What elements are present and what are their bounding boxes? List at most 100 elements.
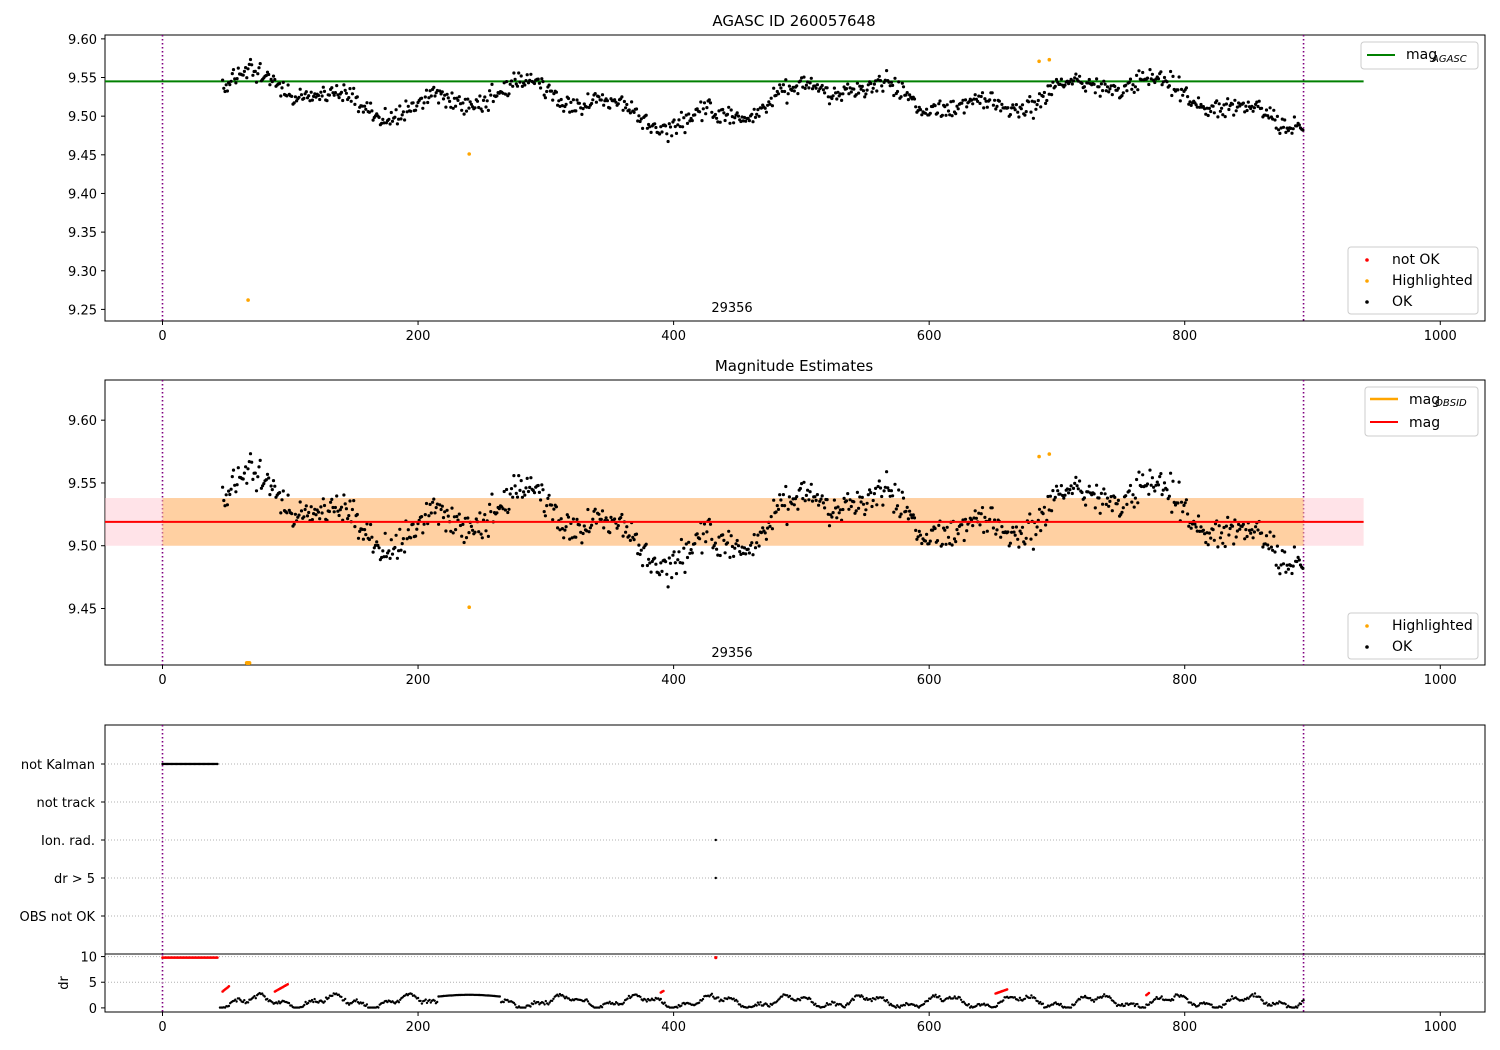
ok-point xyxy=(909,513,913,517)
dr-point xyxy=(304,1000,307,1004)
ok-point xyxy=(943,105,947,109)
ok-point xyxy=(486,108,490,112)
ok-point xyxy=(1105,85,1110,89)
ok-point xyxy=(1274,126,1278,130)
ok-point xyxy=(1178,99,1182,103)
ok-point xyxy=(1272,534,1276,538)
ok-point xyxy=(1167,84,1171,88)
dr-axis-label: dr xyxy=(57,976,72,990)
ok-point xyxy=(515,495,520,499)
ok-point xyxy=(1071,486,1076,490)
ok-point xyxy=(883,78,887,82)
ok-point xyxy=(628,538,633,543)
legend-label: mag xyxy=(1409,392,1440,408)
ok-point xyxy=(756,533,760,537)
ok-point xyxy=(372,546,376,550)
ok-point xyxy=(619,516,623,520)
ok-point xyxy=(660,569,664,574)
dr-point xyxy=(1242,999,1245,1002)
panel1-ytick-label: 9.55 xyxy=(68,72,97,87)
ok-point xyxy=(704,540,708,544)
ok-point xyxy=(769,96,773,100)
ok-point xyxy=(1290,571,1294,576)
dr-high-point xyxy=(216,956,219,959)
ok-point xyxy=(1251,536,1255,540)
dr-point xyxy=(701,997,705,1001)
ok-point xyxy=(634,532,639,536)
ok-point xyxy=(452,515,456,519)
panel4-ytick-label: 0 xyxy=(89,1002,97,1017)
ok-point xyxy=(670,134,674,138)
ok-point xyxy=(1289,564,1293,568)
ok-point xyxy=(917,529,921,534)
ok-point xyxy=(1232,113,1236,117)
ok-point xyxy=(969,98,974,102)
panel1-obsid-annotation: 29356 xyxy=(711,301,752,316)
ok-point xyxy=(557,99,561,103)
ok-point xyxy=(1116,86,1120,90)
ok-point xyxy=(854,509,858,513)
ok-point xyxy=(426,100,430,105)
ok-point xyxy=(834,91,838,95)
ok-point xyxy=(682,546,686,550)
ok-point xyxy=(303,507,307,512)
ok-point xyxy=(1109,84,1113,88)
ok-point xyxy=(321,497,325,501)
ok-point xyxy=(870,504,874,509)
ok-point xyxy=(344,91,348,95)
dr-point xyxy=(239,998,242,1002)
ok-point xyxy=(928,539,932,543)
ok-point xyxy=(768,102,772,106)
ok-point xyxy=(540,77,544,81)
ok-point xyxy=(659,561,663,565)
ok-point xyxy=(1101,502,1105,506)
ok-point xyxy=(517,71,521,75)
ok-point xyxy=(962,111,966,115)
ok-point xyxy=(441,97,446,101)
ok-point xyxy=(473,530,477,534)
legend-label: OK xyxy=(1392,294,1413,310)
ok-point xyxy=(395,122,399,126)
ok-point xyxy=(920,113,924,117)
ok-point xyxy=(1237,101,1241,105)
ok-point xyxy=(764,537,769,541)
ok-point xyxy=(292,101,296,105)
ok-point xyxy=(397,117,401,121)
ok-point xyxy=(242,69,246,73)
ok-point xyxy=(985,529,989,533)
panel2-obsid-annotation: 29356 xyxy=(711,646,752,661)
ok-point xyxy=(757,544,761,548)
ok-point xyxy=(411,522,415,526)
ok-point xyxy=(840,98,844,102)
ok-point xyxy=(579,106,583,110)
ok-point xyxy=(763,531,767,535)
dr-point xyxy=(1030,994,1033,997)
ok-point xyxy=(281,489,285,493)
ok-point xyxy=(639,548,643,552)
ok-point xyxy=(974,516,979,520)
ok-point xyxy=(945,103,949,107)
ok-point xyxy=(319,505,323,509)
ok-point xyxy=(1205,531,1209,535)
ok-point xyxy=(520,84,525,88)
ok-point xyxy=(428,89,432,93)
ok-point xyxy=(1275,544,1279,548)
dr-point xyxy=(1103,993,1106,996)
ok-point xyxy=(399,117,403,121)
ok-point xyxy=(313,92,317,96)
dr-point xyxy=(982,1002,986,1005)
flag-category-label: Ion. rad. xyxy=(41,834,95,849)
ok-point xyxy=(871,498,875,503)
ok-point xyxy=(432,497,436,501)
ok-point xyxy=(422,522,426,526)
ok-point xyxy=(973,509,977,513)
ok-point xyxy=(838,92,843,96)
panel1-xtick-label: 800 xyxy=(1172,329,1197,344)
ok-point xyxy=(880,494,884,499)
panel4-xtick-label: 200 xyxy=(406,1020,431,1035)
ok-point xyxy=(637,114,641,118)
ok-point xyxy=(575,98,579,102)
panel1-ytick-label: 9.35 xyxy=(68,226,97,241)
ok-point xyxy=(1108,87,1112,91)
